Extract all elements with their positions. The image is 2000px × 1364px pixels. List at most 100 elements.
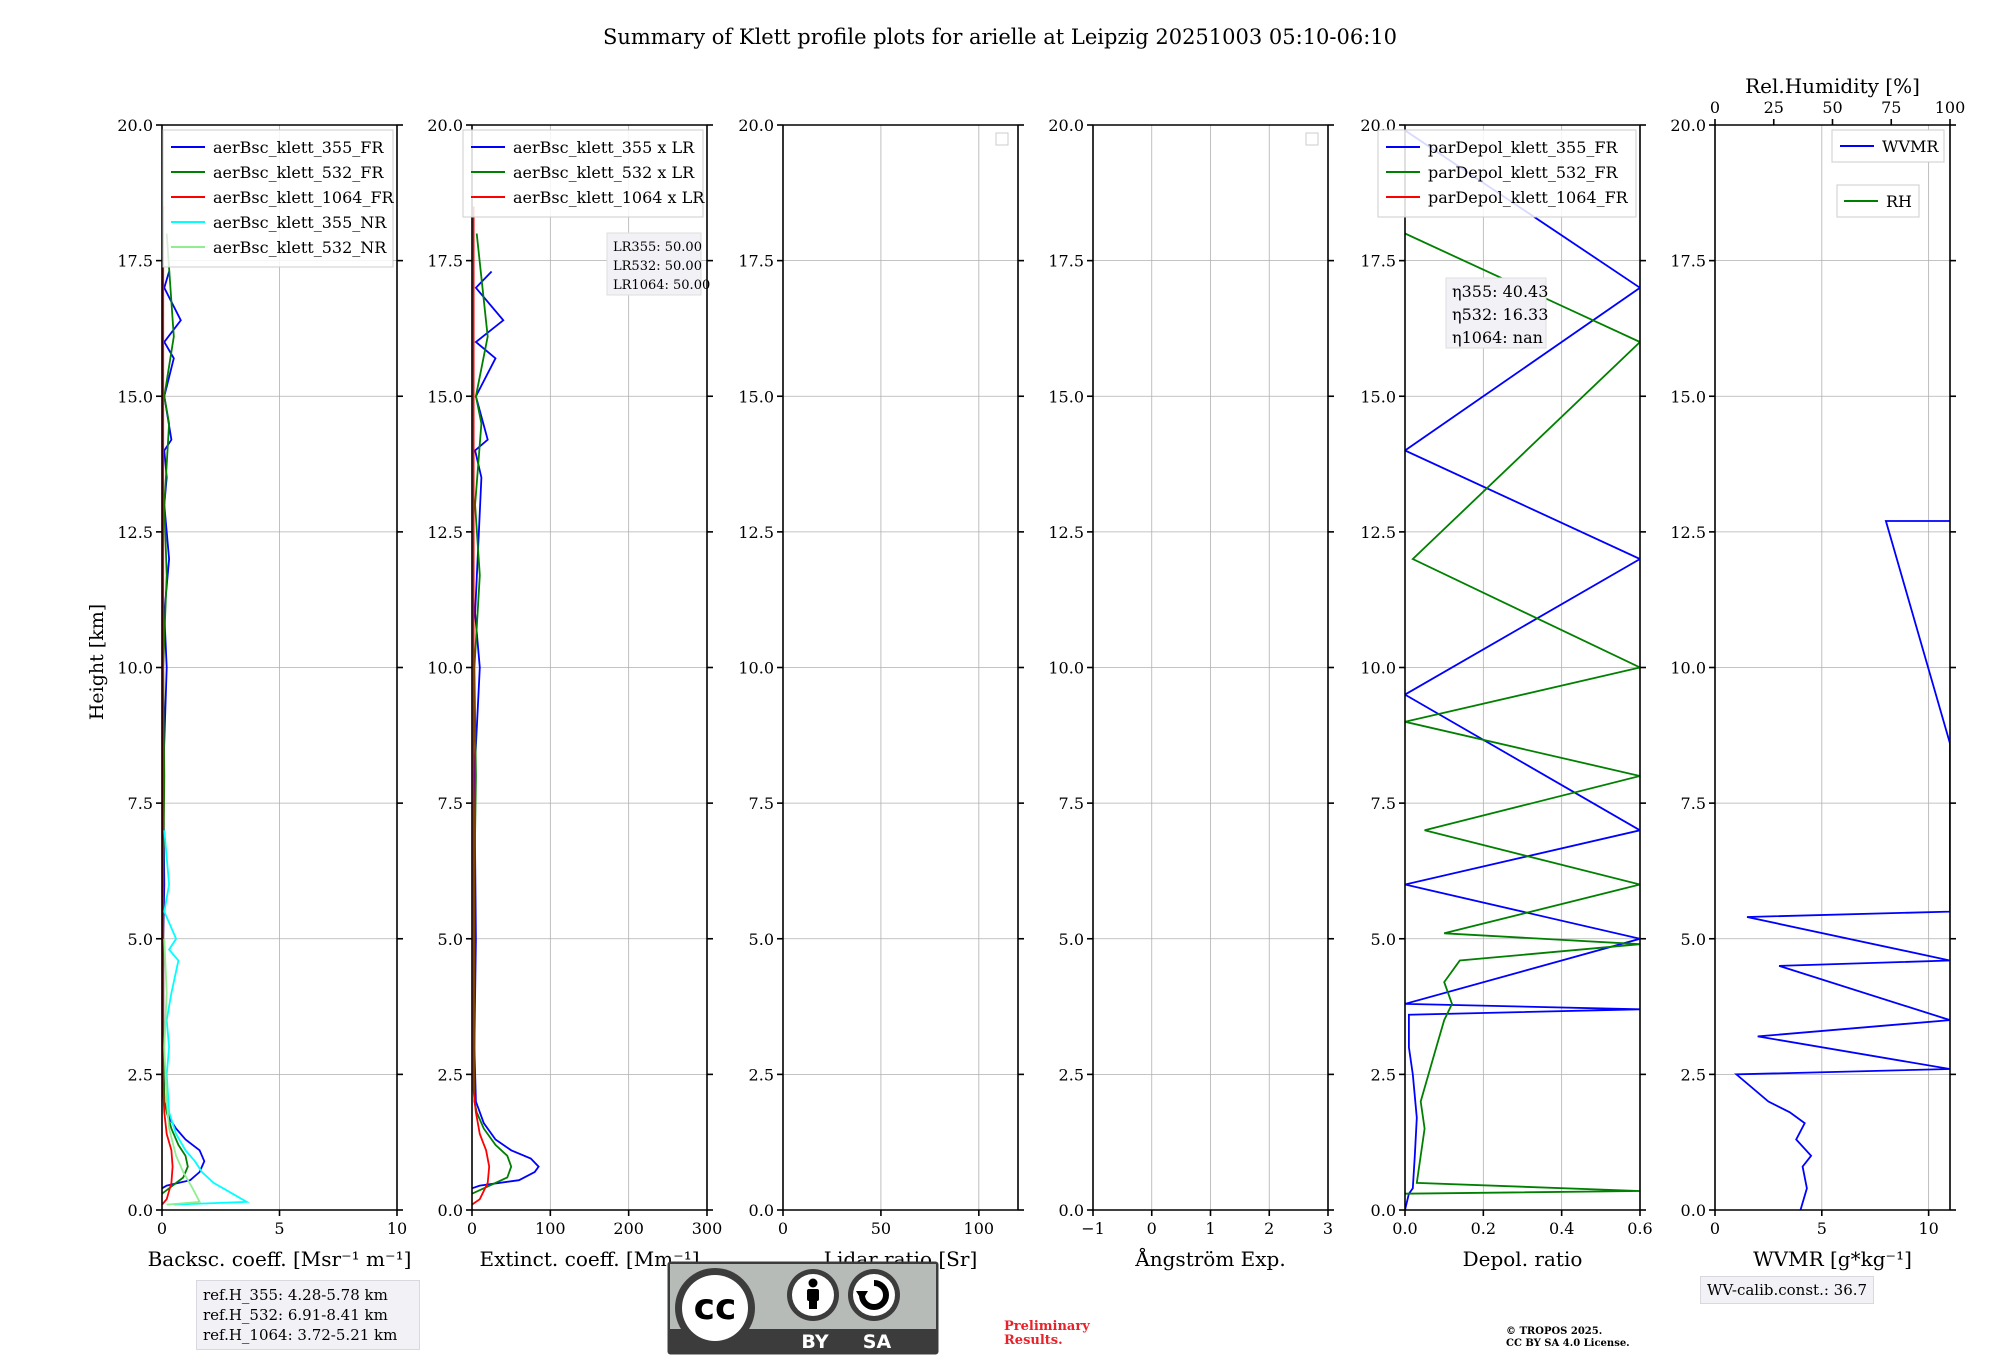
- y-tick-label: 7.5: [1371, 794, 1396, 813]
- series-aerBsc_klett_1064 x LR: [472, 206, 491, 1206]
- legend-rh: RH: [1836, 184, 1920, 218]
- copyright-line1: © TROPOS 2025.: [1506, 1326, 1603, 1337]
- x-tick-label: 0: [157, 1219, 167, 1238]
- y-tick-label: 12.5: [1360, 523, 1396, 542]
- cc-icon-text: cc: [694, 1287, 737, 1328]
- top-x-tick-label: 50: [1822, 98, 1842, 117]
- x-axis-label: WVMR [g*kg⁻¹]: [1753, 1247, 1912, 1271]
- y-tick-label: 10.0: [1048, 659, 1084, 678]
- by-person-legs: [809, 1299, 817, 1309]
- y-tick-label: 20.0: [117, 116, 153, 135]
- y-tick-label: 20.0: [1670, 116, 1706, 135]
- y-tick-label: 7.5: [438, 794, 463, 813]
- by-person-head: [808, 1278, 818, 1288]
- y-tick-label: 20.0: [738, 116, 774, 135]
- cc-icon: [682, 1275, 748, 1341]
- x-tick-label: 0: [778, 1219, 788, 1238]
- y-tick-label: 15.0: [1048, 387, 1084, 406]
- x-tick-label: 0: [1147, 1219, 1157, 1238]
- top-x-tick-label: 100: [1935, 98, 1966, 117]
- y-tick-label: 7.5: [1681, 794, 1706, 813]
- legend-wvmr: WVMR: [1831, 129, 1945, 163]
- annotation-line: LR1064: 50.00: [613, 278, 710, 293]
- legend: parDepol_klett_355_FR parDepol_klett_532_…: [1377, 129, 1637, 218]
- preliminary-note: Preliminary Results.: [1004, 1320, 1090, 1348]
- copyright-line2: CC BY SA 4.0 License.: [1506, 1338, 1630, 1349]
- y-tick-label: 15.0: [738, 387, 774, 406]
- y-tick-label: 2.5: [1371, 1065, 1396, 1084]
- x-tick-label: 200: [613, 1219, 644, 1238]
- y-tick-label: 12.5: [117, 523, 153, 542]
- panel-wvmr: 0.02.55.07.510.012.515.017.520.00 5 100 25 5…: [1670, 74, 1966, 1271]
- x-tick-label: 10: [1918, 1219, 1938, 1238]
- annotation-bg: [606, 232, 702, 296]
- y-tick-label: 7.5: [1059, 794, 1084, 813]
- series-parDepol_klett_355_FR: [1405, 129, 1640, 1210]
- panel-lidar-ratio: 0.02.55.07.510.012.515.017.520.00 50 100Li…: [738, 116, 1024, 1271]
- legend: aerBsc_klett_355 x LR aerBsc_klett_532 x …: [462, 129, 705, 218]
- top-axis-label: Rel.Humidity [%]: [1745, 74, 1920, 98]
- wv-calib-box: WV-calib.const.: 36.7: [1700, 1276, 1875, 1304]
- y-tick-label: 17.5: [1048, 252, 1084, 271]
- y-tick-label: 10.0: [1670, 659, 1706, 678]
- y-tick-label: 12.5: [738, 523, 774, 542]
- legend-label: aerBsc_klett_355 x LR: [513, 138, 695, 157]
- preliminary-line1: Preliminary: [1004, 1319, 1090, 1334]
- ref-height-1064: ref.H_1064: 3.72-5.21 km: [203, 1326, 398, 1344]
- legend: aerBsc_klett_355_FR aerBsc_klett_532_FRae…: [162, 129, 395, 268]
- x-tick-label: 3: [1323, 1219, 1333, 1238]
- y-tick-label: 15.0: [1360, 387, 1396, 406]
- y-tick-label: 17.5: [427, 252, 463, 271]
- legend-label: RH: [1886, 192, 1912, 211]
- y-tick-label: 17.5: [738, 252, 774, 271]
- y-tick-label: 0.0: [749, 1201, 774, 1220]
- x-tick-label: 0.4: [1549, 1219, 1574, 1238]
- legend-label: aerBsc_klett_355_FR: [213, 138, 384, 157]
- panel-extinction: 0.0 2.5 5.0 7.5 10.0 12.5 15.0 17.5 20.0 0 100 200 3…: [427, 116, 722, 1271]
- y-tick-label: 5.0: [128, 930, 153, 949]
- y-tick-label: 2.5: [438, 1065, 463, 1084]
- legend-box: [1377, 129, 1637, 218]
- y-tick-label: 15.0: [1670, 387, 1706, 406]
- top-x-tick-label: 75: [1881, 98, 1901, 117]
- sa-label: SA: [863, 1331, 892, 1353]
- legend-label: parDepol_klett_355_FR: [1428, 138, 1619, 157]
- legend-label: aerBsc_klett_532_FR: [213, 163, 384, 182]
- y-tick-label: 10.0: [117, 659, 153, 678]
- y-tick-label: 17.5: [117, 252, 153, 271]
- cc-license-badge: cc BY SA: [667, 1261, 939, 1355]
- x-tick-label: 100: [535, 1219, 566, 1238]
- series-aerBsc_klett_532_NR: [163, 938, 202, 1206]
- annotation-line: LR355: 50.00: [613, 240, 702, 255]
- legend-empty: [995, 132, 1009, 146]
- legend-label: aerBsc_klett_1064_FR: [213, 188, 395, 207]
- x-tick-label: 0: [1710, 1219, 1720, 1238]
- annotation-line: η355: 40.43: [1452, 282, 1548, 301]
- reference-height-box: ref.H_355: 4.28-5.78 km ref.H_532: 6.91-…: [196, 1280, 420, 1350]
- wv-calib-text: WV-calib.const.: 36.7: [1707, 1281, 1868, 1299]
- y-tick-label: 12.5: [1048, 523, 1084, 542]
- preliminary-line2: Results.: [1004, 1333, 1063, 1348]
- x-tick-label: 0.6: [1627, 1219, 1652, 1238]
- y-tick-label: 2.5: [749, 1065, 774, 1084]
- x-tick-label: 1: [1205, 1219, 1215, 1238]
- y-tick-label: 5.0: [1059, 930, 1084, 949]
- y-tick-label: 10.0: [738, 659, 774, 678]
- y-tick-label: 20.0: [427, 116, 463, 135]
- x-tick-label: 2: [1264, 1219, 1274, 1238]
- y-tick-label: 10.0: [1360, 659, 1396, 678]
- y-tick-label: 17.5: [1360, 252, 1396, 271]
- by-label: BY: [801, 1331, 828, 1353]
- y-tick-label: 0.0: [1059, 1201, 1084, 1220]
- y-tick-label: 5.0: [1681, 930, 1706, 949]
- legend-label: aerBsc_klett_532 x LR: [513, 163, 695, 182]
- panel-depol: 0.02.55.07.510.012.515.017.520.00.0 0.2 0.…: [1360, 116, 1652, 1271]
- legend-label: WVMR: [1882, 137, 1939, 156]
- legend-empty: [1305, 132, 1319, 146]
- annotation-box: LR355: 50.00 LR532: 50.00 LR1064: 50.00: [606, 232, 710, 296]
- x-axis-label: Backsc. coeff. [Msr⁻¹ m⁻¹]: [148, 1247, 412, 1271]
- copyright-note: © TROPOS 2025. CC BY SA 4.0 License.: [1506, 1326, 1630, 1350]
- ref-height-532: ref.H_532: 6.91-8.41 km: [203, 1306, 388, 1324]
- y-tick-label: 15.0: [117, 387, 153, 406]
